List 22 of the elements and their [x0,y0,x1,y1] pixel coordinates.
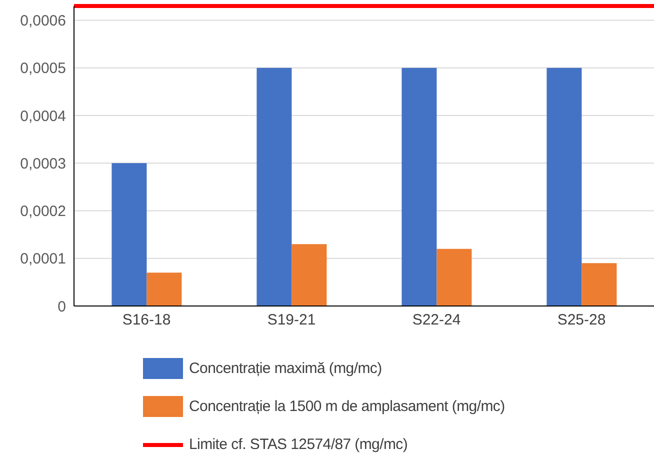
bar [546,68,582,306]
y-tick-label: 0,0001 [20,250,66,268]
y-tick-label: 0 [58,298,66,316]
bar [112,163,147,306]
x-tick-label: S22-24 [412,312,461,329]
x-tick-label: S19-21 [267,312,316,329]
legend-label: Limite cf. STAS 12574/87 (mg/mc) [189,436,408,453]
bar [436,248,472,306]
legend-label: Concentrație la 1500 m de amplasament (mg/mc) [189,398,505,415]
bar [292,244,327,306]
bar [402,68,437,306]
bar [146,272,182,306]
bar [582,263,617,306]
x-tick-label: S25-28 [557,312,606,329]
y-tick-label: 0,0004 [20,108,66,125]
y-tick-label: 0,0003 [20,155,66,172]
y-tick-label: 0,0002 [20,203,66,220]
x-tick-label: S16-18 [122,312,171,329]
y-tick-label: 0,0006 [20,12,66,30]
y-tick-label: 0,0005 [20,60,66,78]
bar [256,68,292,306]
legend-label: Concentrație maximă (mg/mc) [189,360,382,377]
